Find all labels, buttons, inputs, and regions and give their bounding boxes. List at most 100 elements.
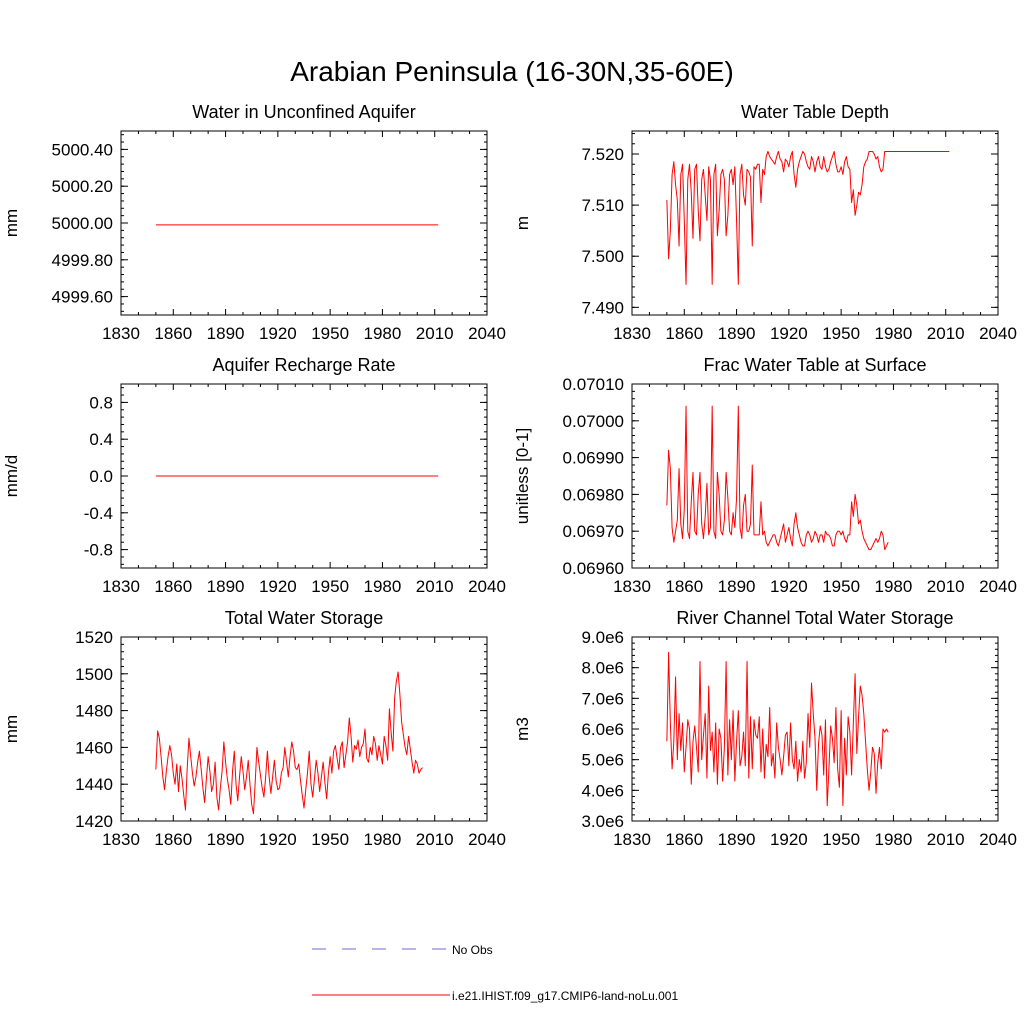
panel-title: Water in Unconfined Aquifer bbox=[192, 102, 415, 122]
legend-label-no-obs: No Obs bbox=[452, 943, 493, 957]
panel-title: Aquifer Recharge Rate bbox=[212, 355, 395, 375]
y-tick-label: 1520 bbox=[75, 628, 113, 647]
x-tick-label: 1980 bbox=[364, 324, 402, 343]
x-tick-label: 1950 bbox=[822, 324, 860, 343]
series-line bbox=[666, 405, 889, 551]
plot-frame bbox=[631, 130, 999, 316]
x-tick-label: 1950 bbox=[311, 577, 349, 596]
panel-title: Water Table Depth bbox=[741, 102, 889, 122]
x-tick-label: 1980 bbox=[364, 830, 402, 849]
x-tick-label: 1920 bbox=[770, 830, 808, 849]
y-axis-label: mm bbox=[2, 715, 21, 743]
y-tick-label: 7.510 bbox=[581, 196, 624, 215]
x-tick-label: 1830 bbox=[102, 830, 140, 849]
y-tick-label: 1440 bbox=[75, 775, 113, 794]
y-tick-label: 5.0e6 bbox=[581, 751, 624, 770]
x-tick-label: 1860 bbox=[154, 324, 192, 343]
figure-title: Arabian Peninsula (16-30N,35-60E) bbox=[290, 56, 734, 87]
y-tick-label: 0.06960 bbox=[563, 559, 624, 578]
y-tick-label: -0.4 bbox=[84, 504, 113, 523]
x-tick-label: 1890 bbox=[207, 324, 245, 343]
x-tick-label: 1860 bbox=[665, 577, 703, 596]
x-tick-label: 2040 bbox=[979, 324, 1017, 343]
panel-title: Total Water Storage bbox=[225, 608, 383, 628]
x-tick-label: 1830 bbox=[613, 577, 651, 596]
chart-panel-3: Aquifer Recharge Rate 1830 1860 1890 1920 195… bbox=[2, 355, 506, 596]
y-tick-label: 6.0e6 bbox=[581, 720, 624, 739]
y-tick-label: 7.520 bbox=[581, 145, 624, 164]
y-tick-label: 7.490 bbox=[581, 298, 624, 317]
series-line bbox=[666, 150, 950, 285]
x-tick-label: 1950 bbox=[311, 830, 349, 849]
x-tick-label: 1890 bbox=[718, 830, 756, 849]
y-tick-label: 3.0e6 bbox=[581, 812, 624, 831]
panel-title: Frac Water Table at Surface bbox=[703, 355, 926, 375]
chart-panel-6: River Channel Total Water Storage 1830 186… bbox=[513, 608, 1017, 849]
y-tick-label: 0.0 bbox=[89, 467, 113, 486]
x-tick-label: 1920 bbox=[259, 830, 297, 849]
y-tick-label: 7.500 bbox=[581, 247, 624, 266]
y-tick-label: 4999.80 bbox=[52, 251, 113, 270]
x-tick-label: 1920 bbox=[770, 324, 808, 343]
x-tick-label: 1920 bbox=[770, 577, 808, 596]
x-tick-label: 2010 bbox=[927, 577, 965, 596]
plot-frame bbox=[631, 383, 999, 569]
y-tick-label: 5000.40 bbox=[52, 140, 113, 159]
chart-panel-2: Water Table Depth 1830 1860 1890 1920 1950 198… bbox=[513, 102, 1017, 343]
x-tick-label: 1950 bbox=[822, 577, 860, 596]
y-tick-label: 8.0e6 bbox=[581, 659, 624, 678]
x-tick-label: 2010 bbox=[416, 324, 454, 343]
y-axis-label: mm bbox=[2, 209, 21, 237]
x-tick-label: 1890 bbox=[207, 830, 245, 849]
x-tick-label: 2010 bbox=[927, 324, 965, 343]
x-tick-label: 2010 bbox=[416, 830, 454, 849]
y-tick-label: 5000.00 bbox=[52, 214, 113, 233]
x-tick-label: 1860 bbox=[665, 324, 703, 343]
y-tick-label: 0.06970 bbox=[563, 522, 624, 541]
legend-label-model: i.e21.IHIST.f09_g17.CMIP6-land-noLu.001 bbox=[452, 989, 678, 1003]
legend: No Obs i.e21.IHIST.f09_g17.CMIP6-land-no… bbox=[312, 943, 678, 1003]
y-tick-label: 9.0e6 bbox=[581, 628, 624, 647]
x-tick-label: 1980 bbox=[875, 830, 913, 849]
y-tick-label: 7.0e6 bbox=[581, 689, 624, 708]
y-tick-label: 4.0e6 bbox=[581, 781, 624, 800]
x-tick-label: 2010 bbox=[927, 830, 965, 849]
y-tick-label: 1460 bbox=[75, 738, 113, 757]
y-tick-label: 0.07010 bbox=[563, 375, 624, 394]
x-tick-label: 2040 bbox=[979, 577, 1017, 596]
x-tick-label: 2040 bbox=[468, 324, 506, 343]
x-tick-label: 1830 bbox=[102, 577, 140, 596]
x-tick-label: 1950 bbox=[822, 830, 860, 849]
plot-frame bbox=[120, 636, 488, 822]
x-tick-label: 1890 bbox=[718, 577, 756, 596]
y-tick-label: -0.8 bbox=[84, 541, 113, 560]
x-tick-label: 1830 bbox=[613, 324, 651, 343]
x-tick-label: 1920 bbox=[259, 324, 297, 343]
panel-title: River Channel Total Water Storage bbox=[676, 608, 953, 628]
x-tick-label: 1980 bbox=[364, 577, 402, 596]
x-tick-label: 2010 bbox=[416, 577, 454, 596]
y-tick-label: 0.06980 bbox=[563, 485, 624, 504]
x-tick-label: 2040 bbox=[979, 830, 1017, 849]
y-tick-label: 1480 bbox=[75, 702, 113, 721]
y-axis-label: m3 bbox=[513, 717, 532, 741]
series-line bbox=[666, 651, 889, 807]
chart-panel-5: Total Water Storage 1830 1860 1890 1920 1950 1… bbox=[2, 608, 506, 849]
y-axis-label: unitless [0-1] bbox=[513, 428, 532, 524]
panels: Water in Unconfined Aquifer 1830 1860 1890 1… bbox=[2, 102, 1017, 849]
series-line bbox=[155, 671, 423, 815]
y-axis-label: mm/d bbox=[2, 455, 21, 498]
x-tick-label: 1920 bbox=[259, 577, 297, 596]
x-tick-label: 1950 bbox=[311, 324, 349, 343]
plot-frame bbox=[120, 130, 488, 316]
x-tick-label: 1830 bbox=[102, 324, 140, 343]
y-tick-label: 0.07000 bbox=[563, 412, 624, 431]
y-axis-label: m bbox=[513, 216, 532, 230]
x-tick-label: 2040 bbox=[468, 577, 506, 596]
y-tick-label: 0.8 bbox=[89, 393, 113, 412]
x-tick-label: 1890 bbox=[207, 577, 245, 596]
y-tick-label: 1420 bbox=[75, 812, 113, 831]
x-tick-label: 1890 bbox=[718, 324, 756, 343]
x-tick-label: 1980 bbox=[875, 577, 913, 596]
